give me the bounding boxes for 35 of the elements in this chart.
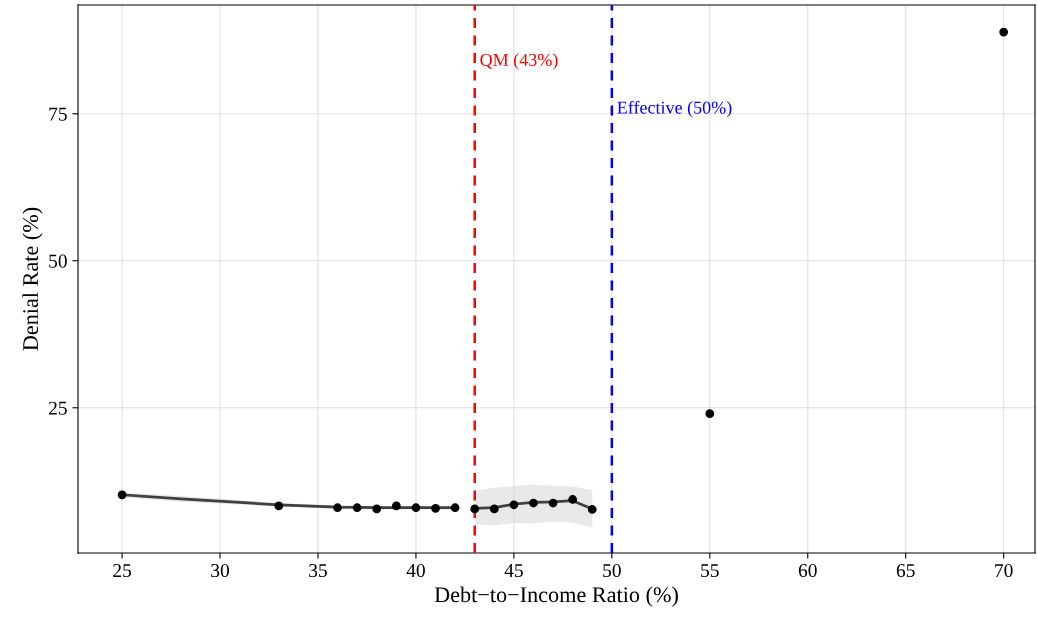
point bbox=[529, 498, 538, 508]
point bbox=[450, 503, 460, 513]
y-tick-label: 75 bbox=[49, 107, 67, 121]
point bbox=[391, 501, 401, 511]
y-tick-label: 25 bbox=[48, 401, 67, 415]
ref-line-label: Effective (50%) bbox=[617, 100, 732, 118]
x-tick-label: 65 bbox=[896, 564, 915, 578]
x-tick-label: 40 bbox=[406, 563, 425, 578]
point bbox=[117, 490, 127, 500]
point bbox=[568, 495, 578, 504]
x-tick-label: 70 bbox=[995, 563, 1013, 578]
x-tick-label: 55 bbox=[701, 564, 719, 578]
point bbox=[352, 503, 362, 513]
x-tick-label: 60 bbox=[798, 563, 817, 578]
x-tick-label: 45 bbox=[504, 564, 523, 578]
point bbox=[333, 503, 342, 513]
point bbox=[548, 498, 558, 508]
y-tick-label: 50 bbox=[49, 254, 67, 268]
point bbox=[431, 503, 440, 513]
point bbox=[705, 409, 715, 419]
point bbox=[372, 504, 382, 514]
point bbox=[509, 500, 519, 510]
point bbox=[999, 27, 1009, 37]
x-axis-title: Debt−to−Income Ratio (%) bbox=[434, 586, 678, 607]
x-tick-label: 50 bbox=[603, 563, 621, 578]
point bbox=[587, 505, 597, 514]
ref-line-label: QM (43%) bbox=[480, 53, 558, 70]
point bbox=[274, 501, 284, 511]
point bbox=[470, 504, 480, 514]
point bbox=[411, 503, 421, 513]
point bbox=[489, 504, 499, 514]
x-tick-label: 25 bbox=[113, 564, 132, 578]
y-axis-title: Denial Rate (%) bbox=[22, 207, 43, 351]
x-tick-label: 30 bbox=[211, 563, 230, 578]
x-tick-label: 35 bbox=[309, 564, 327, 578]
